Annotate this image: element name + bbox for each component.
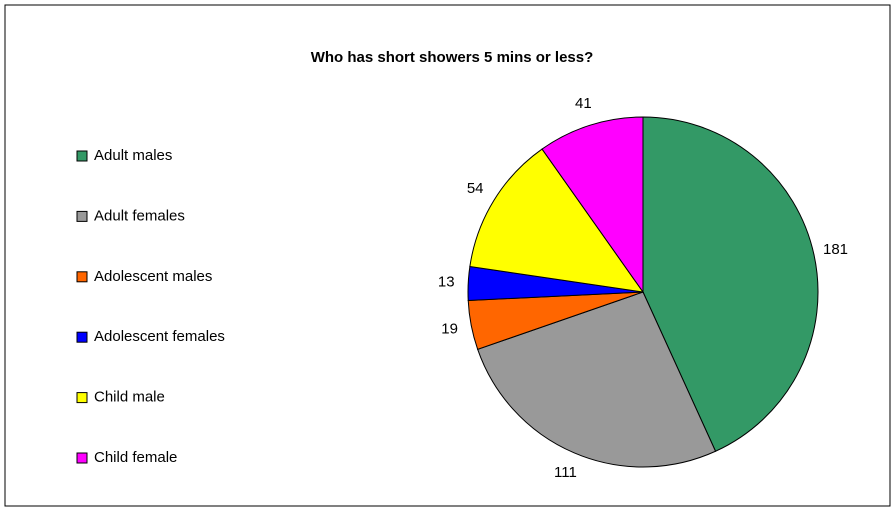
legend-label: Child male	[94, 389, 165, 406]
pie-slice	[477, 291, 717, 468]
legend-label: Adolescent males	[94, 268, 212, 285]
legend-swatch	[76, 452, 88, 464]
chart-title: Who has short showers 5 mins or less?	[311, 49, 594, 66]
legend-label: Adult females	[94, 207, 185, 224]
data-label: 54	[467, 180, 484, 197]
legend-swatch	[76, 210, 88, 222]
pie-slice	[642, 116, 819, 452]
data-label: 181	[823, 241, 848, 258]
legend-label: Adolescent females	[94, 328, 225, 345]
legend-swatch	[76, 392, 88, 404]
legend-label: Child female	[94, 449, 177, 466]
data-label: 19	[441, 320, 458, 337]
pie-slice	[469, 148, 645, 293]
legend-swatch	[76, 331, 88, 343]
legend-label: Adult males	[94, 147, 172, 164]
legend-swatch	[76, 271, 88, 283]
pie-slice	[541, 116, 644, 294]
legend-swatch	[76, 150, 88, 162]
data-label: 13	[438, 273, 455, 290]
data-label: 111	[554, 464, 577, 481]
data-label: 41	[575, 95, 592, 112]
